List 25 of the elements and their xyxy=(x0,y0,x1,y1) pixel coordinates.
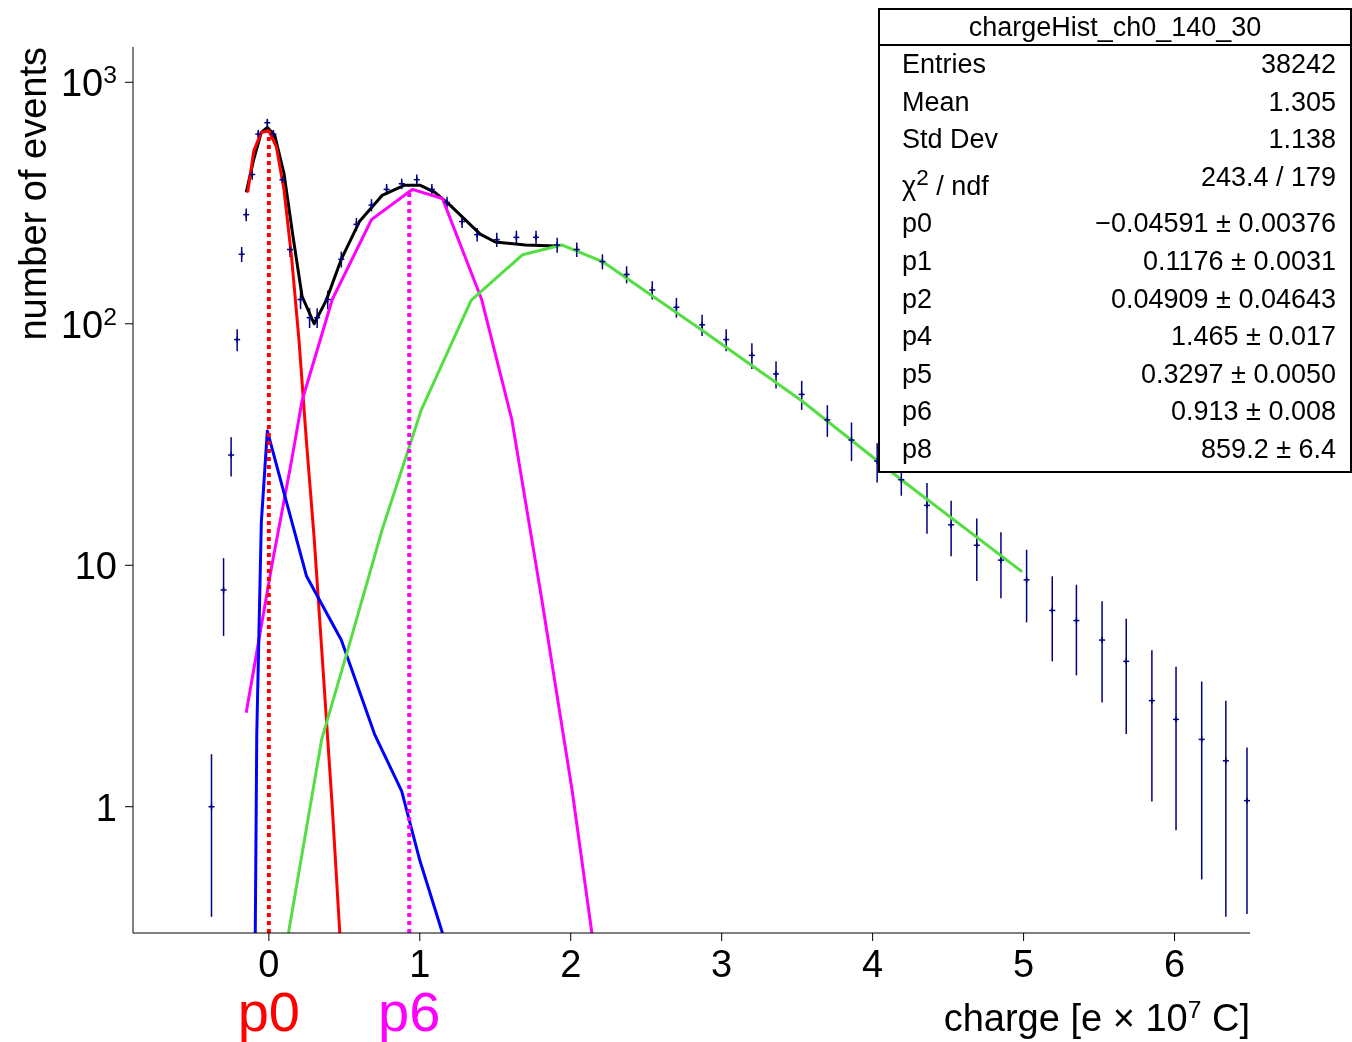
text: p5 0.3297 ± 0.0050 xyxy=(902,358,1336,389)
text: Std Dev 1.138 xyxy=(902,124,1336,155)
x-tick-label: 1 xyxy=(409,943,431,985)
y-tick-label: 10$^{2}$ xyxy=(60,302,117,346)
x-tick-label: 2 xyxy=(560,943,582,985)
x-tick-label: 3 xyxy=(711,943,733,985)
text: p1 0.1176 ± 0.0031 xyxy=(902,245,1336,276)
text: p0 −0.04591 ± 0.00376 xyxy=(902,208,1336,239)
x-axis-title: charge [e × 10$^{7}$ C] xyxy=(943,995,1250,1039)
text: Mean 1.305 xyxy=(902,86,1336,117)
y-tick-label: 1 xyxy=(95,786,117,829)
text: p8 859.2 ± 6.4 xyxy=(902,433,1336,464)
x-tick-label: 5 xyxy=(1013,943,1035,985)
y-tick-label: 10 xyxy=(74,545,117,588)
text: p4 1.465 ± 0.017 xyxy=(902,321,1336,352)
text: p2 0.04909 ± 0.04643 xyxy=(902,283,1336,314)
text: χ$^{2}$ / ndf 243.4 / 179 xyxy=(902,161,1336,201)
x-tick-label: 4 xyxy=(862,943,884,985)
x-tick-label: 0 xyxy=(258,943,280,985)
chart-title: chargeHist_ch0_140_30 xyxy=(880,10,1350,46)
x-tick-label: 6 xyxy=(1163,943,1186,985)
y-tick-label: 10$^{3}$ xyxy=(60,60,117,105)
text: p6 0.913 ± 0.008 xyxy=(902,396,1336,427)
y-axis-title: number of events xyxy=(12,47,54,341)
text: Entries 38242 xyxy=(902,49,1336,79)
